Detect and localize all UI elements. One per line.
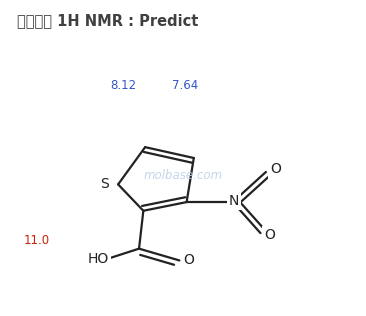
Text: molbase.com: molbase.com [143,168,223,182]
Text: HO: HO [88,252,109,266]
Text: O: O [270,162,281,177]
Text: 11.0: 11.0 [24,234,50,247]
Text: O: O [183,253,194,267]
Text: 8.12: 8.12 [111,79,137,92]
Text: S: S [100,177,109,191]
Text: 7.64: 7.64 [172,79,198,92]
Text: 核磁图谱 1H NMR : Predict: 核磁图谱 1H NMR : Predict [17,14,199,29]
Text: N: N [229,194,239,208]
Text: O: O [264,228,275,242]
